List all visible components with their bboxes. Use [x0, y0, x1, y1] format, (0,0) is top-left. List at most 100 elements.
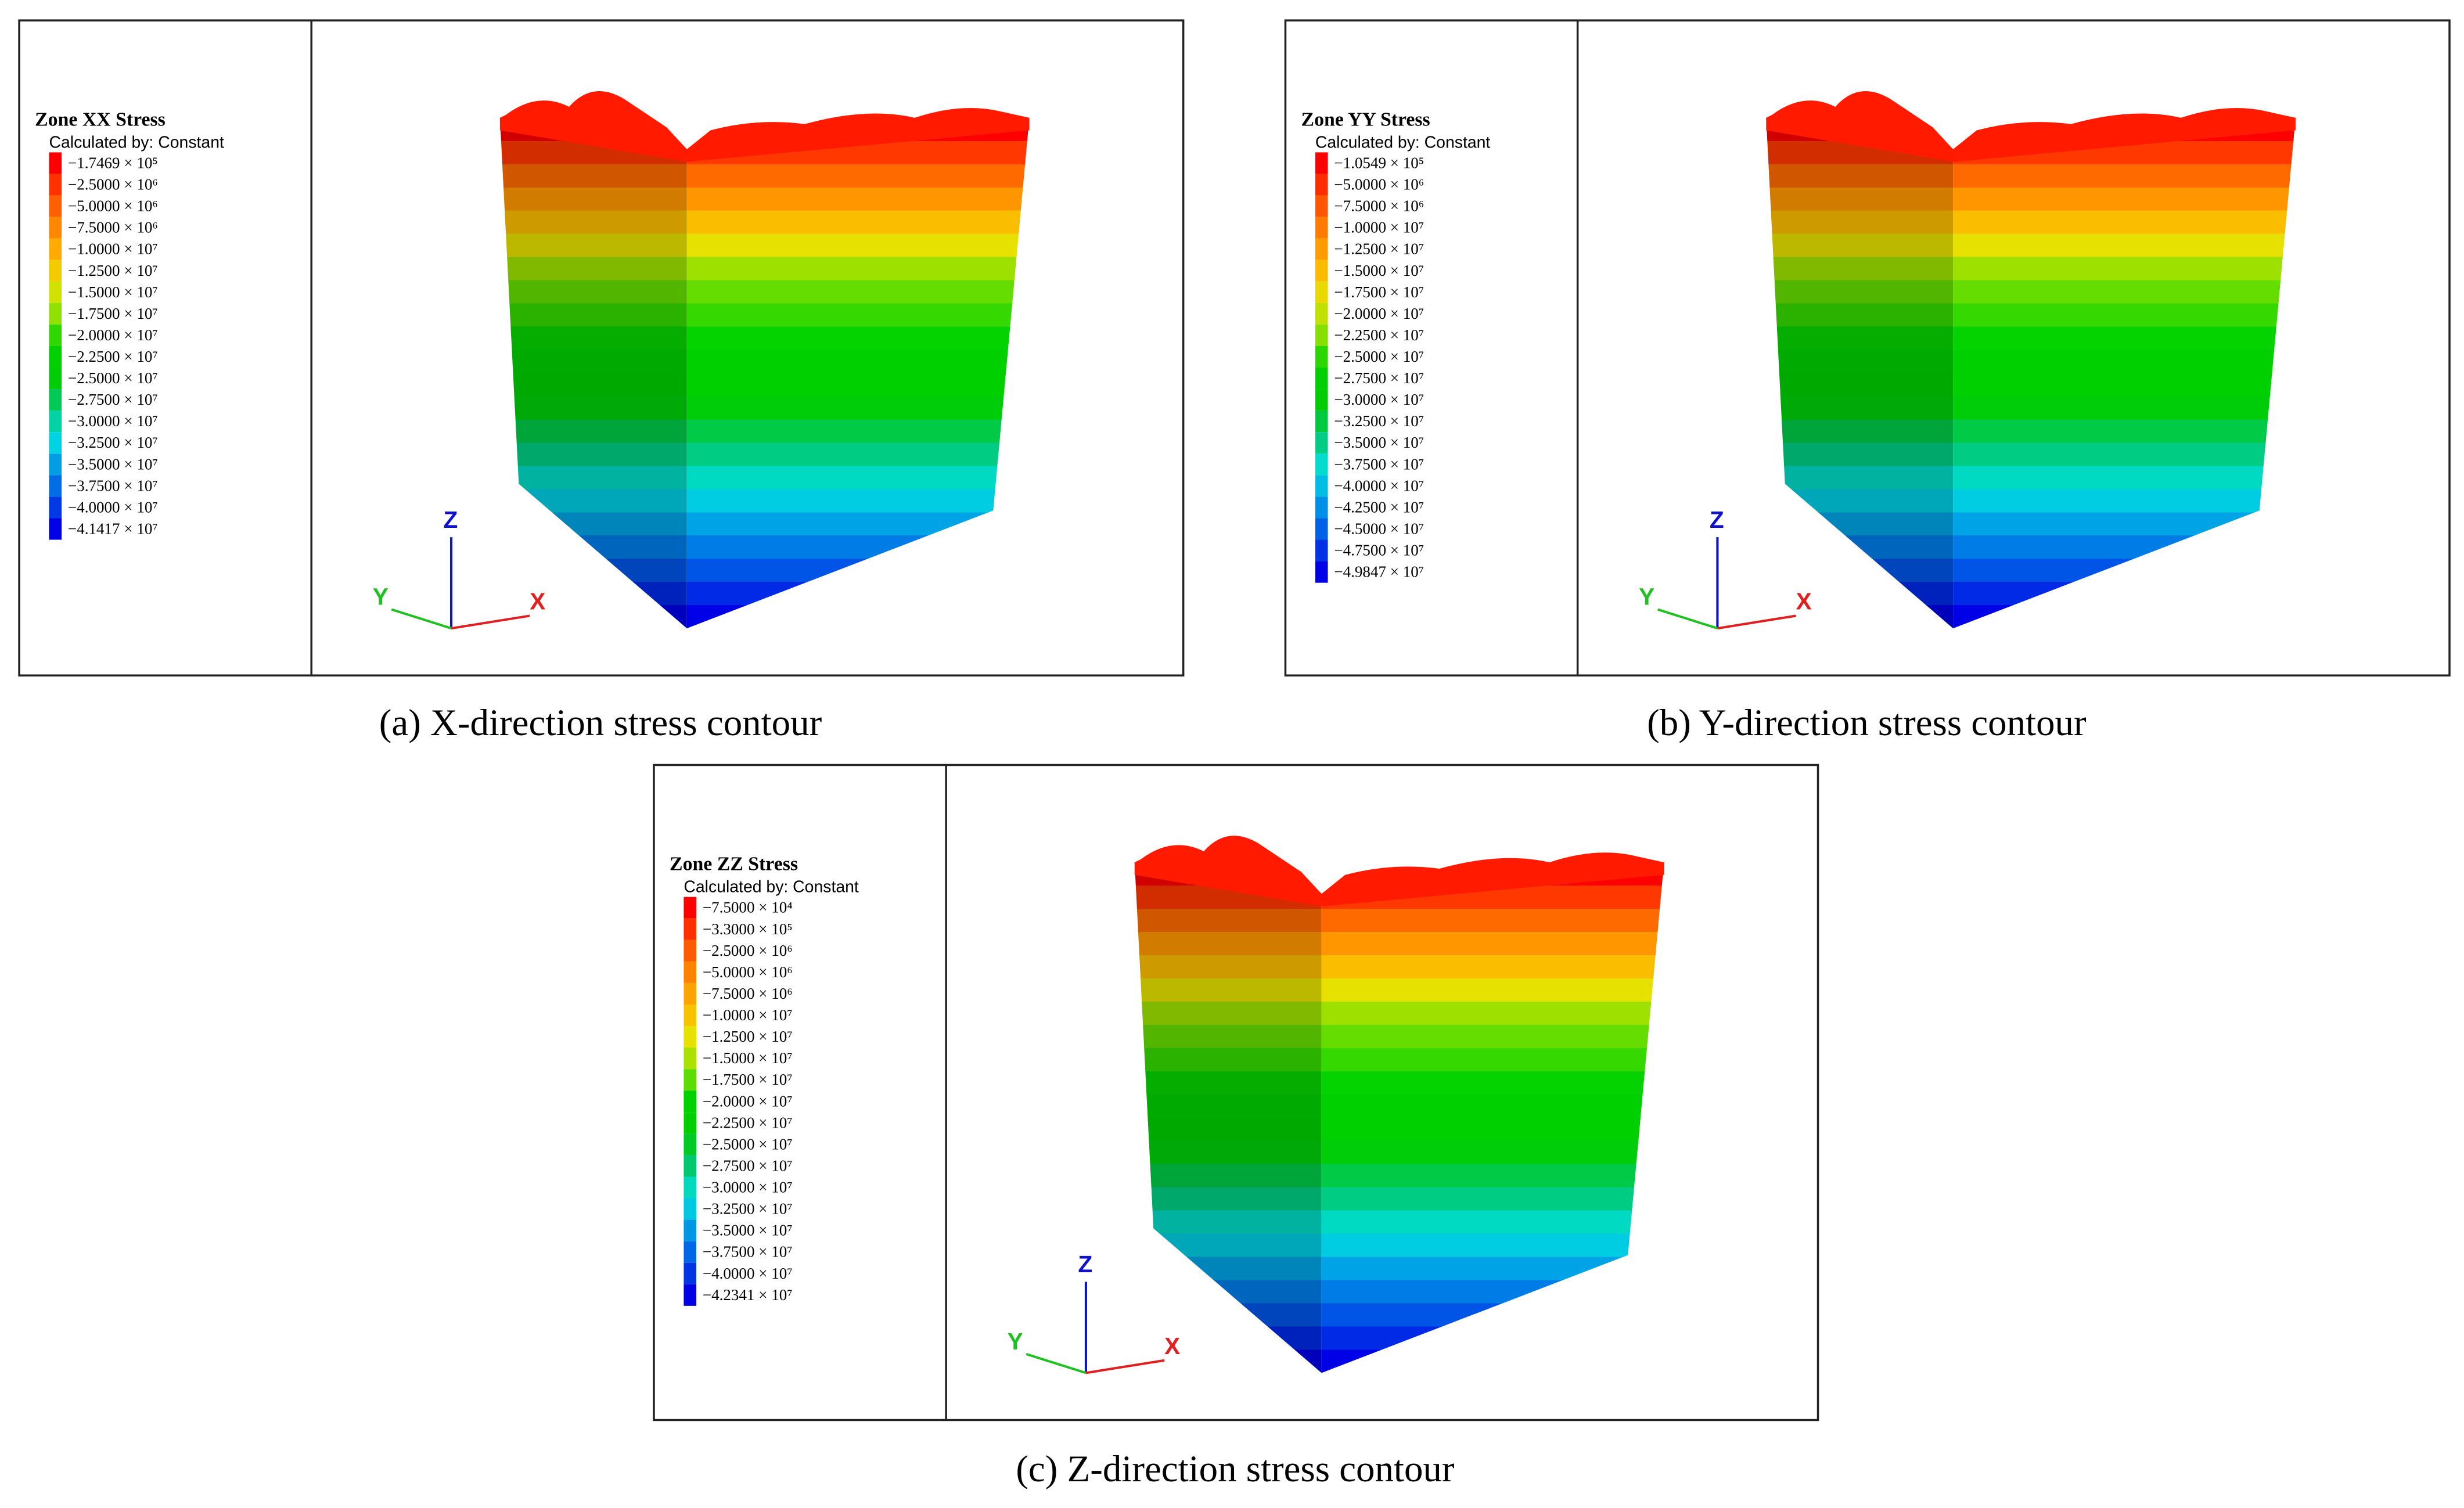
legend-swatch [1315, 475, 1328, 497]
legend-title: Zone XX Stress [35, 109, 166, 130]
axis-x [1085, 1359, 1165, 1374]
legend-swatch [1315, 174, 1328, 196]
axis-x-label: X [1164, 1333, 1180, 1359]
legend-label: −2.5000 × 10⁶ [703, 942, 793, 959]
legend-swatch [1315, 217, 1328, 239]
legend-swatch [684, 1284, 697, 1306]
legend-label: −3.2500 × 10⁷ [703, 1200, 793, 1218]
legend-label: −1.2500 × 10⁷ [703, 1028, 793, 1045]
legend-swatch [1315, 432, 1328, 454]
legend-swatch [49, 345, 62, 368]
legend-label: −2.7500 × 10⁷ [68, 391, 158, 408]
legend-label: −3.7500 × 10⁷ [1334, 455, 1424, 473]
legend-label: −2.7500 × 10⁷ [703, 1157, 793, 1174]
panel-caption: (b) Y-direction stress contour [1647, 702, 2087, 744]
block-left-face [499, 117, 687, 629]
legend-swatch [49, 238, 62, 260]
legend-swatch [1315, 518, 1328, 540]
axis-x [451, 614, 530, 630]
legend-swatch [1315, 152, 1328, 174]
legend-swatch [49, 303, 62, 325]
legend-swatch [684, 1198, 697, 1220]
block-left-face [1766, 117, 1954, 629]
block-left-shade [1766, 117, 1954, 629]
block-top [1766, 91, 2296, 162]
axis-x [1717, 614, 1796, 630]
legend-label: −2.5000 × 10⁷ [703, 1135, 793, 1153]
legend-label: −1.0000 × 10⁷ [1334, 219, 1424, 236]
legend-label: −3.5000 × 10⁷ [703, 1222, 793, 1239]
legend-swatch [684, 1048, 697, 1070]
block-top [499, 91, 1030, 162]
legend-swatch [684, 918, 697, 940]
legend-swatch [49, 368, 62, 390]
legend-swatch [1315, 345, 1328, 368]
legend-label: −5.0000 × 10⁶ [1334, 176, 1424, 193]
legend-label: −3.0000 × 10⁷ [68, 412, 158, 430]
legend-label: −4.0000 × 10⁷ [68, 498, 158, 516]
panel: Zone YY Stress Calculated by: Constant −1.… [1284, 19, 2451, 676]
axis-y [1026, 1352, 1087, 1374]
legend-label: −4.1417 × 10⁷ [68, 520, 158, 538]
legend-swatch [684, 961, 697, 983]
block-left-shade [499, 117, 687, 629]
legend-swatch [49, 174, 62, 196]
legend-label: −4.0000 × 10⁷ [703, 1265, 793, 1282]
legend-label: −4.7500 × 10⁷ [1334, 542, 1424, 559]
legend-swatch [1315, 368, 1328, 390]
legend-label: −1.0000 × 10⁷ [68, 240, 158, 258]
axis-x-label: X [530, 588, 545, 615]
legend-swatch [49, 195, 62, 217]
legend-label: −1.5000 × 10⁷ [1334, 262, 1424, 279]
block-right-face [1953, 117, 2296, 629]
legend-subtitle: Calculated by: Constant [49, 133, 224, 152]
legend-label: −1.7469 × 10⁵ [68, 154, 158, 171]
legend-swatch [49, 496, 62, 519]
legend-label: −3.3000 × 10⁵ [703, 920, 793, 938]
legend-label: −1.2500 × 10⁷ [68, 262, 158, 279]
legend-label: −2.5000 × 10⁷ [1334, 348, 1424, 365]
block-left-face [1134, 862, 1322, 1373]
legend-swatch [684, 1219, 697, 1241]
legend-swatch [684, 1155, 697, 1177]
legend-label: −3.0000 × 10⁷ [1334, 391, 1424, 408]
legend-swatch [49, 518, 62, 540]
legend-label: −1.7500 × 10⁷ [703, 1071, 793, 1088]
legend-label: −7.5000 × 10⁶ [1334, 197, 1424, 215]
legend-label: −1.7500 × 10⁷ [1334, 283, 1424, 301]
panel: Zone ZZ Stress Calculated by: Constant −7.… [653, 764, 1819, 1421]
legend-swatch [1315, 454, 1328, 476]
legend-label: −3.5000 × 10⁷ [1334, 434, 1424, 451]
legend-label: −2.2500 × 10⁷ [1334, 326, 1424, 344]
legend-swatch [49, 260, 62, 282]
legend-label: −5.0000 × 10⁶ [703, 963, 793, 981]
legend-swatch [49, 281, 62, 303]
legend-label: −3.7500 × 10⁷ [68, 477, 158, 494]
legend-swatch [1315, 324, 1328, 346]
legend-label: −4.2500 × 10⁷ [1334, 498, 1424, 516]
legend-swatch [1315, 238, 1328, 260]
axis-y [1657, 608, 1718, 630]
block-top [1134, 836, 1664, 906]
block-right-face [1321, 862, 1664, 1373]
legend-label: −2.5000 × 10⁷ [68, 369, 158, 387]
legend-label: −1.0549 × 10⁵ [1334, 154, 1424, 171]
legend-swatch [684, 1112, 697, 1134]
legend-label: −5.0000 × 10⁶ [68, 197, 158, 215]
legend-label: −2.2500 × 10⁷ [68, 348, 158, 365]
legend-swatch [1315, 389, 1328, 411]
legend-swatch [49, 475, 62, 497]
legend-label: −2.0000 × 10⁷ [68, 326, 158, 344]
legend-subtitle: Calculated by: Constant [684, 878, 859, 897]
legend-swatch [684, 940, 697, 962]
legend-label: −3.5000 × 10⁷ [68, 455, 158, 473]
legend-swatch [49, 411, 62, 433]
legend-swatch [49, 217, 62, 239]
legend-swatch [684, 1241, 697, 1263]
legend-label: −3.2500 × 10⁷ [68, 434, 158, 451]
legend-label: −1.7500 × 10⁷ [68, 305, 158, 322]
legend-swatch [1315, 561, 1328, 583]
legend-label: −2.2500 × 10⁷ [703, 1114, 793, 1131]
legend-swatch [684, 1262, 697, 1284]
legend-label: −4.5000 × 10⁷ [1334, 520, 1424, 538]
